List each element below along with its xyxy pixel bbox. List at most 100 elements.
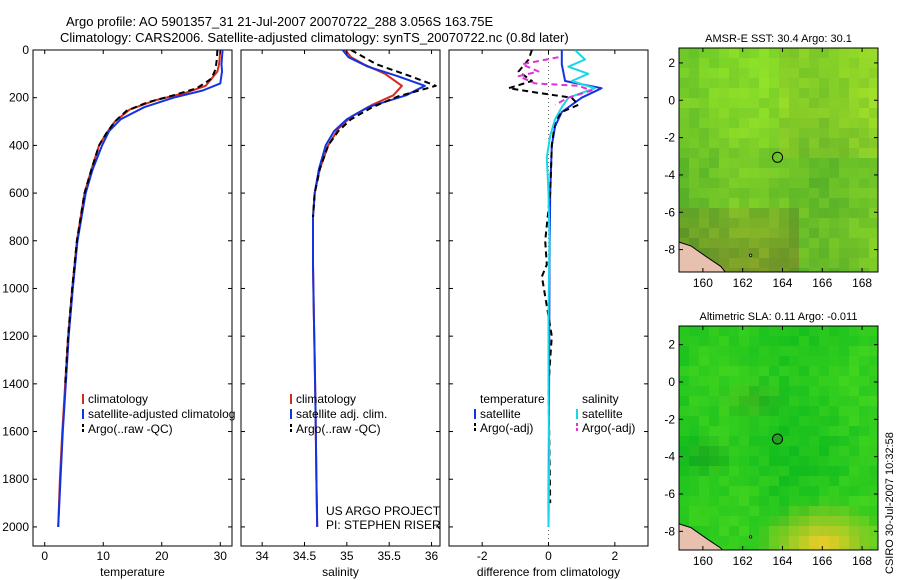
sst-cell: [679, 58, 690, 69]
sst-cell: [869, 78, 878, 89]
sla-cell: [829, 366, 840, 377]
sst-cell: [689, 238, 700, 249]
sst-cell: [729, 68, 740, 79]
sst-cell: [709, 178, 720, 189]
sla-cell: [739, 546, 750, 550]
sst-cell: [749, 198, 760, 209]
sst-cell: [869, 218, 878, 229]
sla-cell: [779, 366, 790, 377]
sst-cell: [859, 238, 870, 249]
sst-cell: [799, 168, 810, 179]
salinity-series-2: [312, 50, 437, 217]
sla-cell: [759, 336, 770, 347]
sla-cell: [809, 526, 820, 537]
sla-cell: [839, 396, 850, 407]
sst-cell: [809, 188, 820, 199]
sla-cell: [749, 326, 760, 337]
sst-cell: [819, 188, 830, 199]
sla-cell: [759, 456, 770, 467]
sla-cell: [849, 406, 860, 417]
sst-cell: [799, 158, 810, 169]
sst-cell: [699, 128, 710, 139]
sla-cell: [829, 406, 840, 417]
sla-cell: [869, 356, 878, 367]
sla-cell: [839, 406, 850, 417]
salinity-legend-2-label: Argo(..raw -QC): [296, 422, 381, 436]
sst-cell: [749, 118, 760, 129]
sst-cell: [859, 128, 870, 139]
sla-cell: [809, 436, 820, 447]
sst-cell: [839, 238, 850, 249]
sst-cell: [829, 138, 840, 149]
sst-cell: [759, 48, 770, 59]
sla-cell: [779, 456, 790, 467]
sla-ytick-label-1: 0: [668, 375, 675, 389]
sla-cell: [719, 356, 730, 367]
sla-cell: [709, 446, 720, 457]
sla-cell: [849, 436, 860, 447]
sla-cell: [789, 446, 800, 457]
sla-cell: [749, 436, 760, 447]
sst-cell: [699, 108, 710, 119]
sla-cell: [679, 436, 690, 447]
sst-cell: [809, 258, 820, 269]
sla-cell: [849, 336, 860, 347]
sst-cell: [819, 98, 830, 109]
sla-cell: [859, 436, 870, 447]
sla-xtick-label-0: 160: [693, 554, 713, 568]
sla-cell: [799, 466, 810, 477]
sla-cell: [809, 406, 820, 417]
sla-cell: [679, 356, 690, 367]
sla-cell: [779, 376, 790, 387]
sst-cell: [839, 98, 850, 109]
sst-cell: [809, 98, 820, 109]
sla-cell: [789, 336, 800, 347]
sst-cell: [829, 168, 840, 179]
sst-cell: [809, 158, 820, 169]
sla-cell: [699, 416, 710, 427]
sla-cell: [849, 386, 860, 397]
sst-cell: [769, 118, 780, 129]
sst-cell: [779, 128, 790, 139]
sst-cell: [839, 188, 850, 199]
sst-cell: [739, 208, 750, 219]
sst-cell: [709, 248, 720, 259]
sla-cell: [869, 386, 878, 397]
sla-cell: [839, 376, 850, 387]
sst-cell: [859, 178, 870, 189]
sst-cell: [739, 228, 750, 239]
sst-cell: [699, 218, 710, 229]
sla-cell: [689, 336, 700, 347]
sla-cell: [729, 336, 740, 347]
sst-cell: [809, 228, 820, 239]
sla-cell: [839, 326, 850, 337]
sst-cell: [849, 88, 860, 99]
sla-cell: [699, 486, 710, 497]
sst-cell: [779, 48, 790, 59]
sla-cell: [749, 426, 760, 437]
sst-cell: [849, 198, 860, 209]
diff-legend-salinity-1-label: Argo(-adj): [582, 421, 635, 435]
sla-cell: [679, 396, 690, 407]
sst-cell: [699, 68, 710, 79]
difference-series-1: [507, 50, 580, 504]
sst-cell: [699, 178, 710, 189]
sst-cell: [679, 188, 690, 199]
sla-cell: [779, 426, 790, 437]
sst-cell: [759, 188, 770, 199]
sst-ytick-label-3: -4: [664, 168, 675, 182]
temperature-xtick-label-2: 20: [155, 549, 169, 563]
salinity-xtick-label-2: 35: [340, 549, 354, 563]
sla-cell: [869, 486, 878, 497]
sst-cell: [789, 228, 800, 239]
sla-cell: [859, 516, 870, 527]
sla-cell: [849, 546, 860, 550]
sst-cell: [799, 48, 810, 59]
sla-cell: [739, 486, 750, 497]
sst-cell: [709, 218, 720, 229]
sst-ytick-label-2: -2: [664, 131, 675, 145]
sst-cell: [849, 128, 860, 139]
sst-cell: [859, 168, 870, 179]
sst-cell: [729, 208, 740, 219]
sst-cell: [719, 58, 730, 69]
